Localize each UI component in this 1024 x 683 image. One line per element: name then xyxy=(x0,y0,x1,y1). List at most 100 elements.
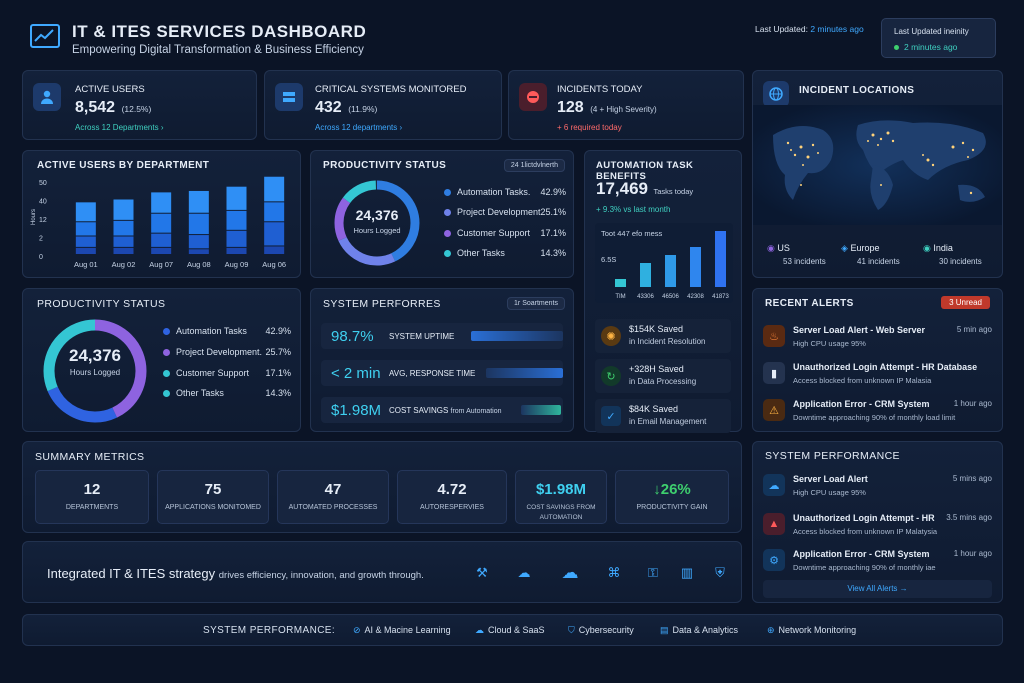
mini-bar[interactable] xyxy=(615,279,626,287)
status-dot xyxy=(894,45,899,51)
kpi-incidents[interactable]: INCIDENTS TODAY 128 (4 + High Severity) … xyxy=(508,70,744,140)
factory-icon[interactable]: ⚒ xyxy=(476,565,488,580)
automation-mini-chart[interactable]: Toot 447 efo mess 6.5S TIM 43306 46506 4230… xyxy=(595,223,733,303)
bar-segment[interactable] xyxy=(226,186,247,210)
unread-badge[interactable]: 3 Unread xyxy=(941,296,990,309)
system-performance-panel: SYSTEM PERFORMANCE ☁ Server Load Alert H… xyxy=(752,441,1003,603)
world-map[interactable] xyxy=(753,105,1002,225)
footer-cybersecurity[interactable]: ⛉ Cybersecurity xyxy=(568,625,634,635)
region-europe[interactable]: ◈ Europe 41 incidents xyxy=(841,243,900,266)
mini-bar[interactable] xyxy=(665,255,676,287)
cost-row[interactable]: $1.98M COST SAVINGS from Automation xyxy=(321,397,563,423)
mini-bar[interactable] xyxy=(640,263,651,287)
mini-bar[interactable] xyxy=(690,247,701,287)
alert-item[interactable]: ⚠ Application Error - CRM System Downtim… xyxy=(763,397,992,431)
bar-segment[interactable] xyxy=(75,222,96,236)
shield-icon[interactable]: ⛨ xyxy=(715,565,725,580)
footer-network[interactable]: ⊕ Network Monitoring xyxy=(767,625,857,635)
metric-automated-processes[interactable]: 47 AUTOMATED PROCESSES xyxy=(277,470,389,524)
bar-segment[interactable] xyxy=(75,236,96,247)
region-us[interactable]: ◉ US 53 incidents xyxy=(767,243,826,266)
benefit-email[interactable]: ✓ $84K Saved in Email Management xyxy=(595,399,731,433)
uptime-row[interactable]: 98.7% SYSTEM UPTIME xyxy=(321,323,563,349)
legend-item: Other Tasks 14.3% xyxy=(163,388,291,398)
bar-segment[interactable] xyxy=(188,190,209,213)
x-tick-label: Aug 06 xyxy=(262,260,286,269)
bar-segment[interactable] xyxy=(113,220,134,236)
active-users-chart-panel: ACTIVE USERS BY DEPARTMENT 50 40 12 2 0 Hours… xyxy=(22,150,301,278)
bar-segment[interactable] xyxy=(264,222,285,246)
metric-cost-savings[interactable]: $1.98M COST SAVINGS FROM automation xyxy=(515,470,607,524)
bar-segment[interactable] xyxy=(113,199,134,220)
mini-x-label: 42308 xyxy=(687,294,704,300)
bar-segment[interactable] xyxy=(226,230,247,247)
shield-icon: ⛉ xyxy=(568,625,575,635)
region-india[interactable]: ◉ India 30 incidents xyxy=(923,243,982,266)
monitor-chart-icon xyxy=(30,24,60,48)
view-all-alerts-button[interactable]: View All Alerts → xyxy=(763,580,992,598)
system-perf-panel: SYSTEM PERFORRES 1r Soartments 98.7% SYS… xyxy=(310,288,574,432)
bar-segment[interactable] xyxy=(113,236,134,247)
network-icon[interactable]: ⌘ xyxy=(607,565,621,580)
mini-x-label: TIM xyxy=(615,294,625,300)
automation-benefits-panel: AUTOMATION TASK BENEFITS 17,469 Tasks to… xyxy=(584,150,742,433)
alert-item[interactable]: ♨ Server Load Alert - Web Server High CP… xyxy=(763,323,992,357)
alert-item[interactable]: ▮ Unauthorized Login Attempt - HR Databa… xyxy=(763,360,992,394)
page-subtitle: Empowering Digital Transformation & Busi… xyxy=(72,44,364,56)
department-chip[interactable]: 1r Soartments xyxy=(507,297,565,310)
last-updated: Last Updated: 2 minutes ago xyxy=(755,24,864,34)
security-icon[interactable]: ⚿ xyxy=(648,565,658,580)
bar-segment[interactable] xyxy=(151,192,172,213)
bar-segment[interactable] xyxy=(188,249,209,254)
legend-item: Project Development. 25.7% xyxy=(163,347,291,357)
response-bar xyxy=(486,368,563,378)
metric-productivity-gain[interactable]: ↓26% PRODUCTIVITY GAIN xyxy=(615,470,729,524)
bar-segment[interactable] xyxy=(264,176,285,202)
period-chip[interactable]: 24 1lictdvlnerth xyxy=(503,159,565,172)
bar-segment[interactable] xyxy=(188,235,209,249)
kpi-link[interactable]: Across 12 Departments › xyxy=(75,123,164,132)
mini-x-label: 43306 xyxy=(637,294,654,300)
response-row[interactable]: < 2 min AVG, RESPONSE TIME xyxy=(321,360,563,386)
metric-autoresperves[interactable]: 4.72 AUTORESPERVIES xyxy=(397,470,507,524)
metric-departments[interactable]: 12 DEPARTMENTS xyxy=(35,470,149,524)
legend-item: Other Tasks 14.3% xyxy=(444,248,566,258)
bar-segment[interactable] xyxy=(226,247,247,254)
cloud-icon[interactable]: ☁ xyxy=(517,565,531,580)
footer-cloud[interactable]: ☁ Cloud & SaaS xyxy=(475,625,545,635)
strategy-banner: Integrated IT & ITES strategy drives eff… xyxy=(22,541,742,603)
perf-item[interactable]: ⚙ Application Error - CRM System Downtim… xyxy=(763,547,992,581)
analytics-icon[interactable]: ▥ xyxy=(680,565,694,580)
cloud-large-icon[interactable]: ☁ xyxy=(561,563,579,582)
benefit-data-processing[interactable]: ↻ +328H Saved in Data Processing xyxy=(595,359,731,393)
benefit-incident[interactable]: ✺ $154K Saved in Incident Resolution xyxy=(595,319,731,353)
mini-bar[interactable] xyxy=(715,231,726,287)
bar-segment[interactable] xyxy=(264,202,285,222)
active-users-bar-chart[interactable]: 50 40 12 2 0 Hours Aug 01 Aug 02 Aug 07 Aug 08 Aug… xyxy=(23,175,302,279)
gear-icon: ⚙ xyxy=(763,549,785,571)
bar-segment[interactable] xyxy=(113,247,134,254)
y-tick-label: 0 xyxy=(39,254,43,261)
status-box[interactable]: Last Updated ineinity 2 minutes ago xyxy=(881,18,996,58)
summary-metrics-panel: SUMMARY METRICS 12 DEPARTMENTS 75 APPLIC… xyxy=(22,441,742,533)
perf-item[interactable]: ☁ Server Load Alert High CPU usage 95% 5… xyxy=(763,472,992,506)
y-axis-label: Hours xyxy=(31,209,37,225)
kpi-link[interactable]: Across 12 departments › xyxy=(315,123,403,132)
bar-segment[interactable] xyxy=(75,247,96,254)
bar-segment[interactable] xyxy=(75,202,96,222)
footer-analytics[interactable]: ▤ Data & Analytics xyxy=(660,625,739,635)
kpi-active-users[interactable]: ACTIVE USERS 8,542 (12.5%) Across 12 Dep… xyxy=(22,70,257,140)
metric-applications[interactable]: 75 APPLICATIONS MONITOMED xyxy=(157,470,269,524)
bar-segment[interactable] xyxy=(151,213,172,233)
bar-segment[interactable] xyxy=(264,246,285,254)
bar-segment[interactable] xyxy=(151,247,172,254)
cloud-icon: ☁ xyxy=(475,625,484,635)
productivity-status-top-panel: PRODUCTIVITY STATUS 24 1lictdvlnerth 24,… xyxy=(310,150,574,278)
footer-ai[interactable]: ⊘ AI & Macine Learning xyxy=(353,625,451,635)
bar-segment[interactable] xyxy=(188,213,209,235)
mini-x-label: 41873 xyxy=(712,294,729,300)
bar-segment[interactable] xyxy=(226,210,247,230)
perf-item[interactable]: ▲ Unauthorized Login Attempt - HR Access… xyxy=(763,511,992,545)
bar-segment[interactable] xyxy=(151,233,172,247)
kpi-critical-systems[interactable]: CRITICAL SYSTEMS MONITORED 432 (11.9%) A… xyxy=(264,70,502,140)
